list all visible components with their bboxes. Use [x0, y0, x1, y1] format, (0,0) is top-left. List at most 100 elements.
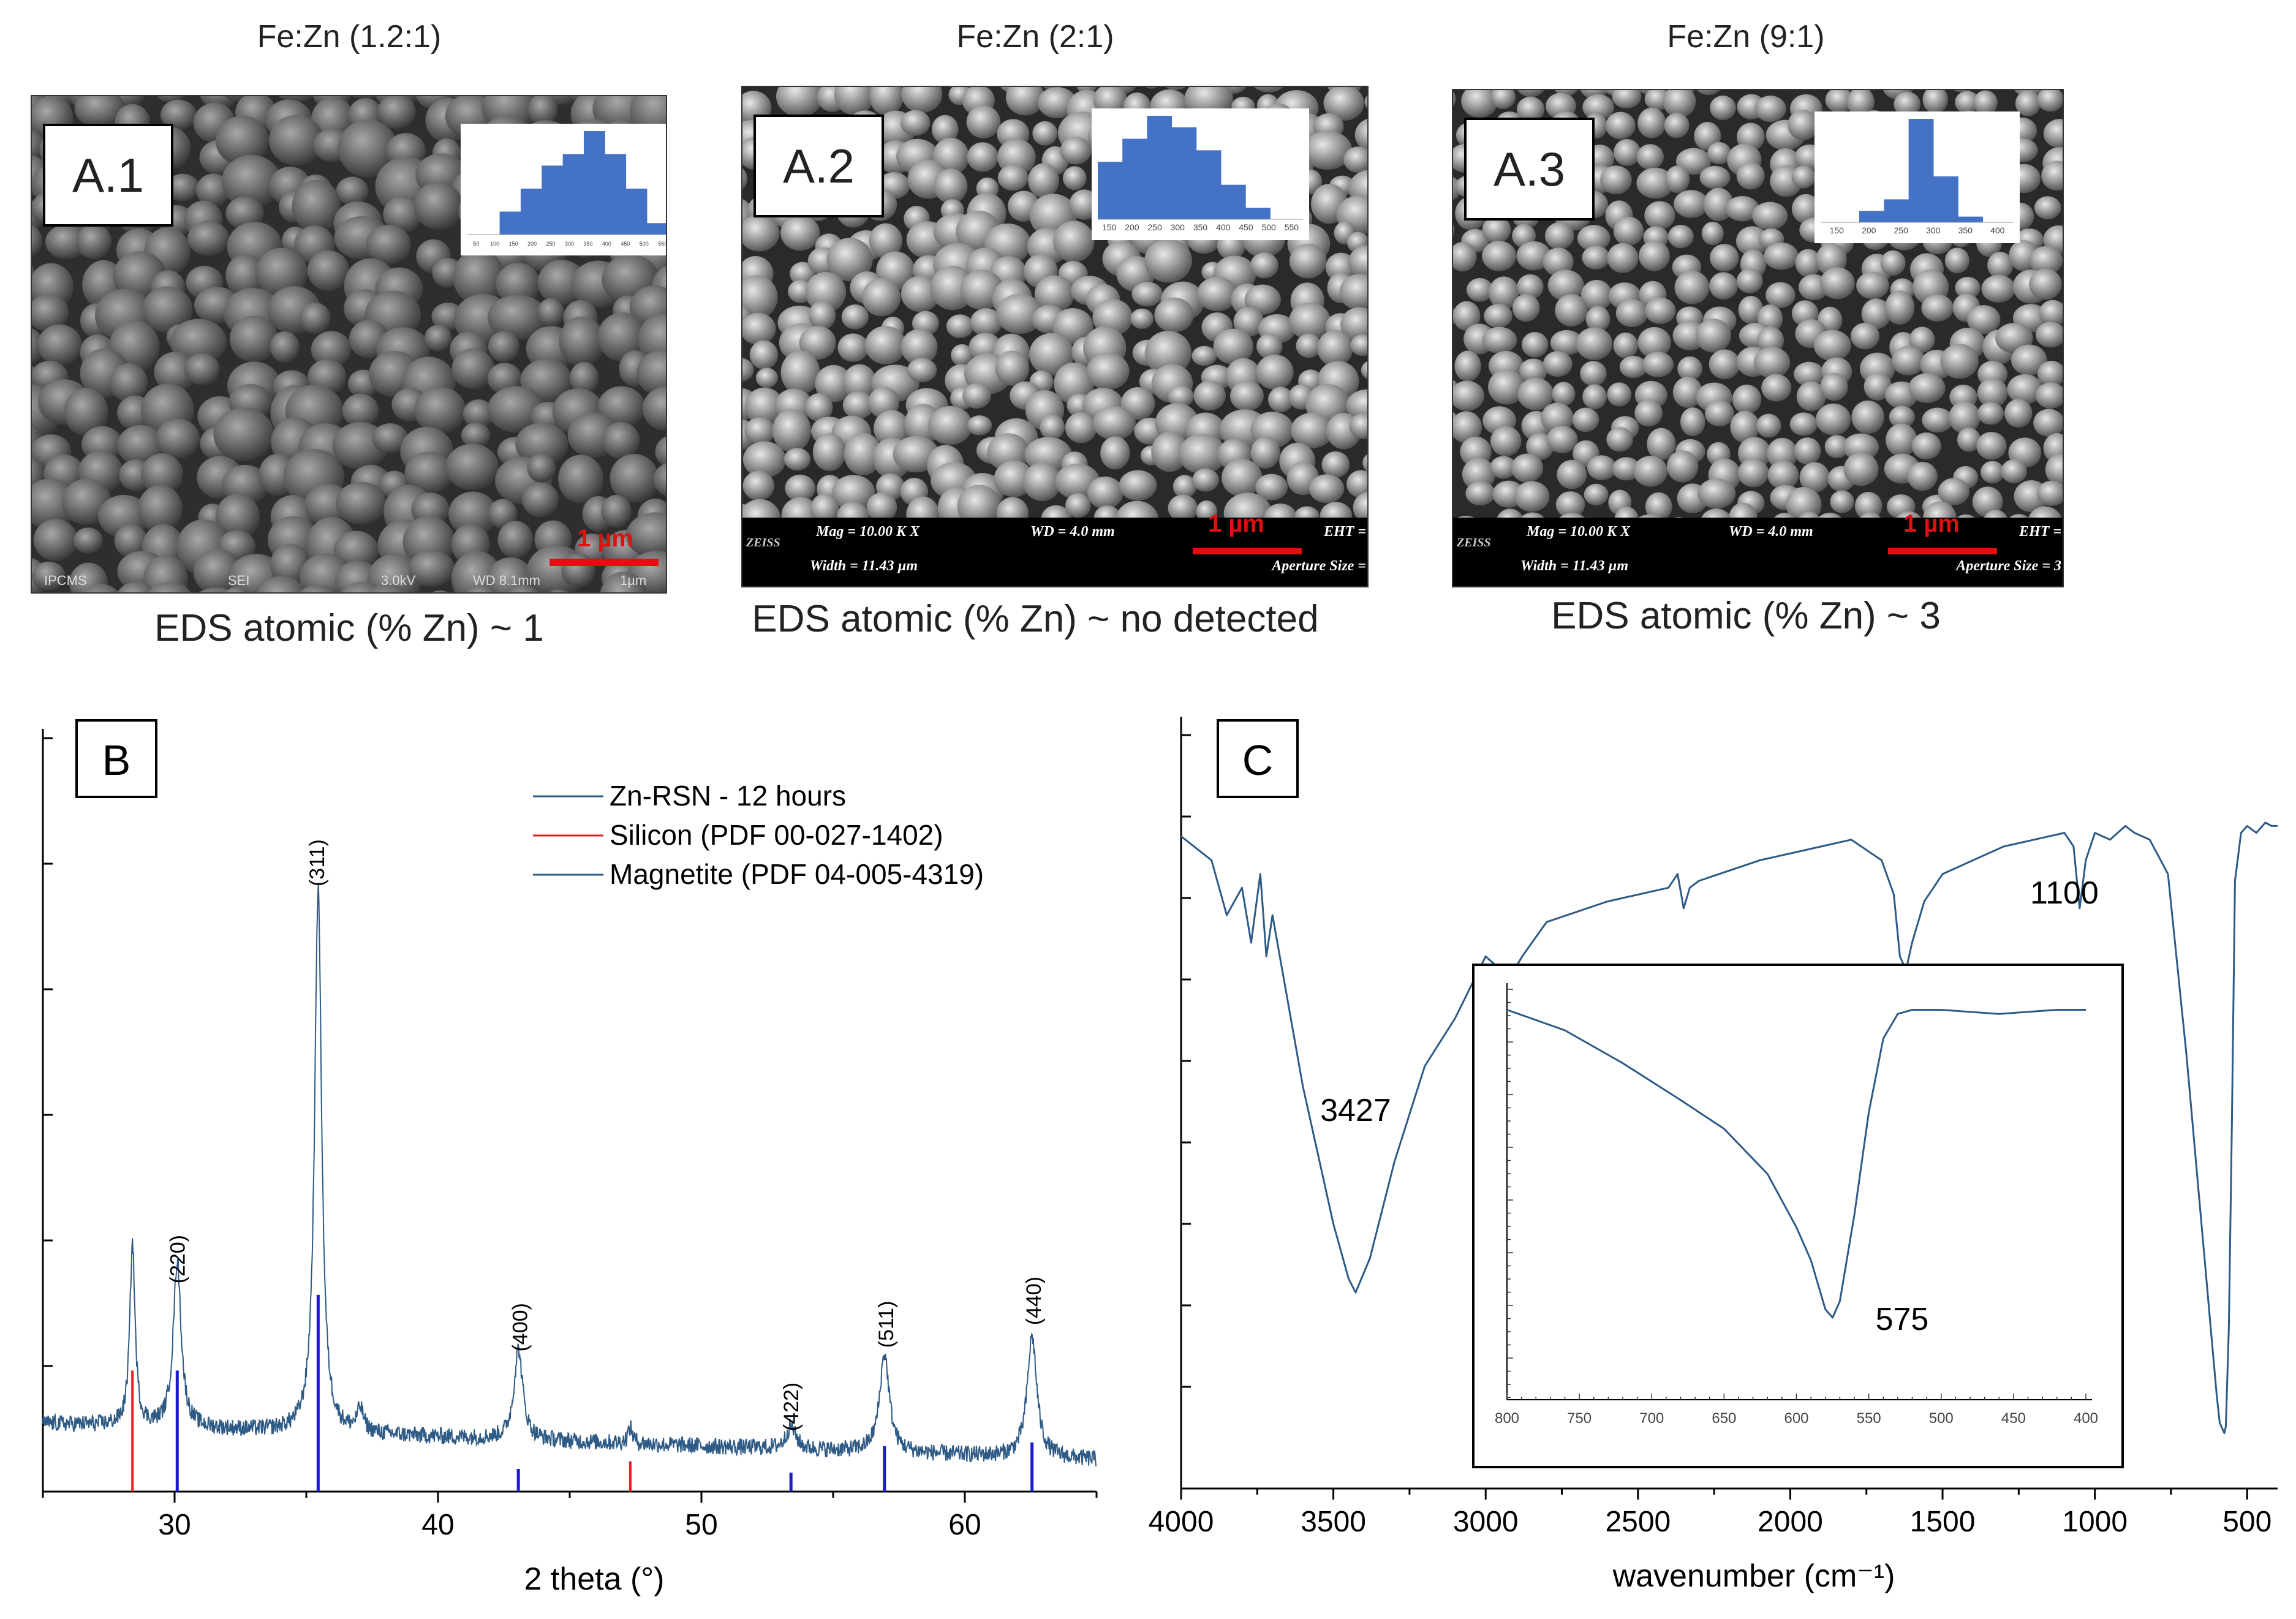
particle [780, 350, 820, 394]
particle [270, 331, 300, 363]
particle [1880, 250, 1906, 276]
particle [1634, 399, 1663, 427]
particle [1291, 412, 1334, 448]
hist-bar [1196, 150, 1222, 219]
particle [2001, 459, 2027, 483]
particle [776, 87, 823, 117]
particle [2011, 344, 2047, 376]
hist-tick-label: 200 [527, 241, 537, 247]
particle [1350, 334, 1367, 357]
particle [866, 492, 897, 523]
particle [1637, 326, 1671, 358]
particle [1976, 432, 2007, 460]
particle [2037, 360, 2063, 387]
particle [1340, 307, 1367, 342]
particle [1029, 333, 1074, 376]
panel-label: B [102, 736, 131, 784]
particle [1612, 90, 1642, 108]
hist-bar [583, 131, 605, 235]
scale-label: 1 µm [577, 525, 633, 552]
hist-bar [562, 154, 584, 235]
particle [1977, 402, 2004, 425]
particle [1585, 306, 1611, 332]
particle [826, 238, 873, 282]
hist-tick-label: 300 [1926, 225, 1941, 235]
particle [1065, 412, 1097, 443]
particle [1543, 247, 1574, 276]
hist-bar [520, 188, 542, 235]
particle [742, 470, 775, 501]
particle [229, 315, 278, 363]
particle [742, 358, 754, 382]
particle [377, 96, 416, 129]
x-tick-label: 500 [2222, 1506, 2271, 1538]
particle [962, 383, 991, 409]
particle [951, 344, 973, 366]
particle [1600, 165, 1632, 195]
particle [1546, 426, 1578, 453]
particle [1737, 458, 1769, 488]
particle [1587, 455, 1617, 481]
particle [1613, 216, 1644, 246]
particle [2036, 480, 2063, 507]
particle [142, 286, 193, 333]
particle [1482, 216, 1511, 244]
particle [1665, 165, 1690, 194]
particle [1086, 353, 1130, 390]
particle [1087, 476, 1123, 509]
particle [515, 422, 568, 466]
sem-info-bar: ZEISS Mag = 10.00 K X WD = 4.0 mm EHT = Widt… [742, 510, 1367, 586]
particle [1732, 384, 1762, 414]
particle [1981, 274, 2015, 303]
inset-annotation: 575 [1876, 1302, 1929, 1337]
sem-footer-text: SEI [228, 573, 250, 588]
particle [742, 312, 776, 345]
particle [1165, 87, 1186, 90]
particle [342, 393, 379, 428]
particle [1514, 481, 1550, 512]
particle [861, 277, 901, 317]
particle [901, 276, 940, 312]
particle [336, 176, 369, 206]
particle [184, 353, 220, 385]
particle [928, 406, 973, 445]
particle [1843, 452, 1879, 486]
particle [2036, 382, 2063, 409]
particle [1633, 456, 1668, 487]
particle [1922, 407, 1954, 433]
particle [187, 221, 229, 256]
particle [1973, 90, 1998, 115]
particle [1461, 90, 1498, 118]
particle [1791, 165, 1816, 189]
particle [1861, 298, 1891, 330]
particle [610, 454, 659, 503]
particle [785, 474, 815, 502]
particle [1891, 345, 1925, 376]
particle [742, 441, 786, 478]
inset-x-tick-label: 800 [1495, 1410, 1519, 1427]
particle [1250, 252, 1278, 279]
particle [1666, 450, 1699, 483]
particle [307, 250, 350, 291]
peak-label: (220) [166, 1235, 189, 1283]
panel-label-box: A.1 [43, 124, 173, 227]
particle [558, 455, 604, 504]
particle [901, 329, 938, 365]
particle [931, 115, 959, 144]
hist-bar [1908, 119, 1934, 222]
particle [1938, 478, 1969, 505]
particle [1757, 326, 1784, 354]
hist-bar [1958, 216, 1984, 222]
particle [1606, 111, 1636, 140]
particle [869, 87, 904, 116]
particle [487, 295, 548, 341]
particle [1582, 384, 1607, 410]
particle [1794, 361, 1825, 387]
particle [1060, 137, 1092, 165]
particle [966, 105, 1001, 138]
particle [602, 421, 640, 459]
particle [834, 87, 875, 116]
hist-bar [1221, 184, 1246, 219]
inset-x-tick-label: 400 [2074, 1410, 2098, 1427]
particle [780, 215, 820, 251]
